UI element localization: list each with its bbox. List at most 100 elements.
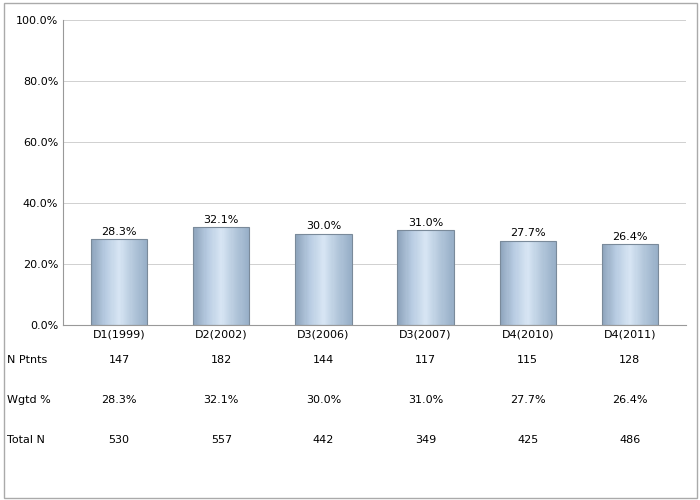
Bar [99, 238, 100, 325]
Bar [228, 227, 230, 325]
Bar [244, 227, 245, 325]
Bar [621, 244, 622, 325]
Bar [533, 240, 535, 325]
Text: 147: 147 [108, 355, 130, 365]
Bar [128, 238, 130, 325]
Bar [602, 244, 603, 325]
Bar [419, 230, 420, 325]
Bar [122, 238, 124, 325]
Bar [245, 227, 246, 325]
Bar [320, 234, 321, 325]
Text: 557: 557 [211, 435, 232, 445]
Bar [506, 240, 507, 325]
Bar [405, 230, 407, 325]
Bar [442, 230, 444, 325]
Bar [452, 230, 453, 325]
Bar [636, 244, 638, 325]
Bar [91, 238, 92, 325]
Bar [307, 234, 308, 325]
Bar [620, 244, 621, 325]
Bar [197, 227, 199, 325]
Bar [610, 244, 611, 325]
Bar [634, 244, 636, 325]
Bar [299, 234, 300, 325]
Bar [543, 240, 545, 325]
Bar [229, 227, 230, 325]
Bar [100, 238, 102, 325]
Bar [632, 244, 634, 325]
Bar [338, 234, 339, 325]
Bar [94, 238, 96, 325]
Bar [429, 230, 430, 325]
Bar [614, 244, 615, 325]
Bar [318, 234, 319, 325]
Text: Wgtd %: Wgtd % [7, 395, 50, 405]
Bar [504, 240, 505, 325]
Bar [541, 240, 542, 325]
Bar [322, 234, 323, 325]
Bar [221, 227, 223, 325]
Bar [210, 227, 211, 325]
Bar [219, 227, 220, 325]
Bar [612, 244, 613, 325]
Bar [120, 238, 122, 325]
Bar [410, 230, 411, 325]
Bar [647, 244, 648, 325]
Bar [604, 244, 606, 325]
Bar [623, 244, 624, 325]
Bar [223, 227, 225, 325]
Bar [631, 244, 632, 325]
Bar [311, 234, 312, 325]
Text: 32.1%: 32.1% [204, 395, 239, 405]
Bar [548, 240, 549, 325]
Bar [344, 234, 345, 325]
Bar [640, 244, 641, 325]
Bar [200, 227, 201, 325]
Bar [513, 240, 514, 325]
Bar [110, 238, 111, 325]
Bar [502, 240, 503, 325]
Bar [193, 227, 195, 325]
Bar [503, 240, 504, 325]
Bar [208, 227, 209, 325]
Bar [236, 227, 237, 325]
Bar [331, 234, 332, 325]
Bar [240, 227, 241, 325]
Bar [328, 234, 329, 325]
Bar [302, 234, 303, 325]
Bar [106, 238, 107, 325]
Bar [246, 227, 247, 325]
Bar [411, 230, 412, 325]
Bar [522, 240, 524, 325]
Bar [104, 238, 106, 325]
Bar [447, 230, 448, 325]
Bar [349, 234, 351, 325]
Bar [437, 230, 438, 325]
Bar [549, 240, 550, 325]
Bar [212, 227, 214, 325]
Bar [520, 240, 521, 325]
Bar [613, 244, 614, 325]
Text: 32.1%: 32.1% [204, 215, 239, 225]
Bar [92, 238, 93, 325]
Bar [211, 227, 212, 325]
Bar [538, 240, 539, 325]
Bar [412, 230, 413, 325]
Bar [102, 238, 104, 325]
Bar [145, 238, 146, 325]
Text: 530: 530 [108, 435, 130, 445]
Bar [202, 227, 204, 325]
Bar [435, 230, 436, 325]
Bar [608, 244, 610, 325]
Bar [526, 240, 528, 325]
Bar [218, 227, 219, 325]
Bar [118, 238, 119, 325]
Bar [521, 240, 522, 325]
Text: 128: 128 [620, 355, 640, 365]
Bar [628, 244, 629, 325]
Bar [301, 234, 302, 325]
Bar [332, 234, 334, 325]
Bar [316, 234, 318, 325]
Bar [444, 230, 446, 325]
Bar [616, 244, 617, 325]
